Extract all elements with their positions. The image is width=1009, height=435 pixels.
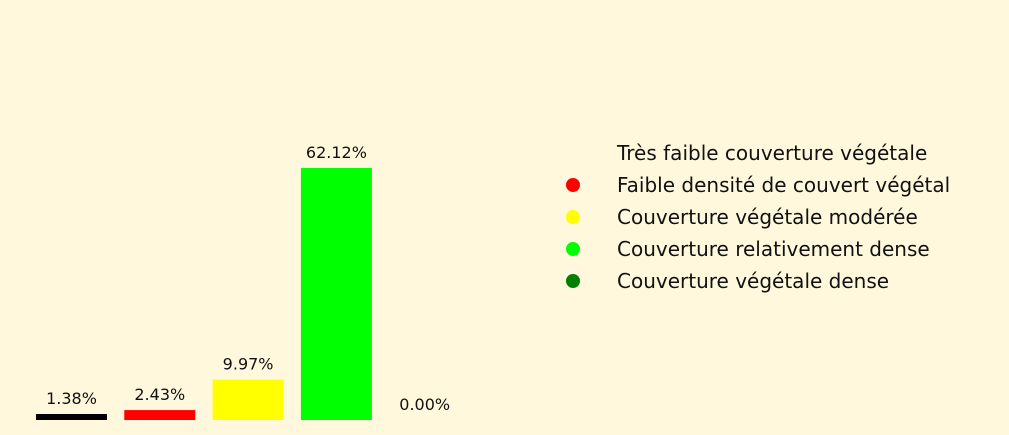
legend-label: Très faible couverture végétale <box>617 140 928 165</box>
chart-legend: Très faible couverture végétale Faible d… <box>566 140 950 293</box>
legend-item: Faible densité de couvert végétal <box>566 172 950 197</box>
legend-item: Couverture relativement dense <box>566 236 950 261</box>
bar-value-label: 62.12% <box>306 143 367 162</box>
legend-label: Faible densité de couvert végétal <box>617 172 951 197</box>
legend-swatch <box>566 209 580 224</box>
legend-item: Couverture végétale dense <box>566 268 950 293</box>
legend-label: Couverture relativement dense <box>617 236 930 261</box>
bar-value-label: 9.97% <box>223 355 274 374</box>
legend-swatch <box>566 241 580 256</box>
bar-value-label: 0.00% <box>399 395 450 414</box>
bar <box>212 379 284 420</box>
legend-swatch <box>566 146 580 160</box>
bar-value-label: 2.43% <box>134 385 185 404</box>
legend-item: Couverture végétale modérée <box>566 204 950 229</box>
legend-label: Couverture végétale dense <box>617 268 890 293</box>
bar-value-label: 1.38% <box>46 389 97 408</box>
legend-swatch <box>566 273 580 288</box>
legend-label: Couverture végétale modérée <box>617 204 918 229</box>
legend-item: Très faible couverture végétale <box>566 140 950 165</box>
legend-swatch <box>566 177 580 192</box>
bar <box>124 410 196 420</box>
bar <box>300 168 372 420</box>
bar <box>36 414 107 420</box>
